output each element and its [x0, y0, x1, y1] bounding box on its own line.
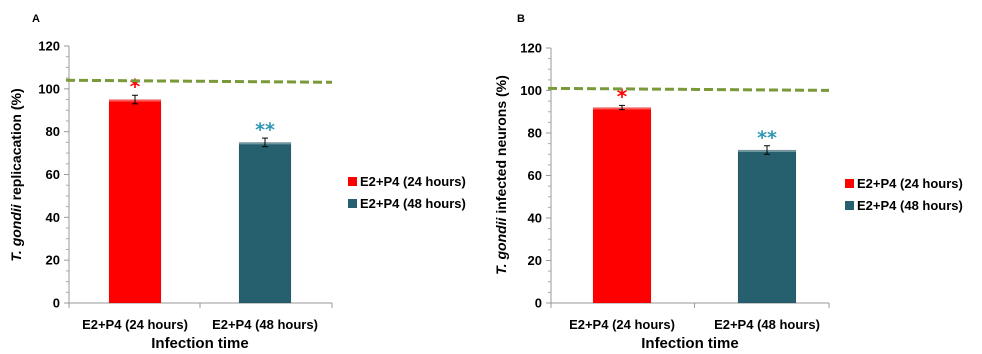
significance-marker: **	[757, 127, 777, 149]
y-tick-label: 60	[46, 167, 60, 182]
legend-swatch	[845, 179, 854, 188]
x-axis-title: Infection time	[641, 335, 739, 352]
panel-b: B 0 20 40 60 80 100 120 * E2+P4 (24 hours) ** E2+P4…	[493, 13, 963, 352]
y-tick-label: 0	[535, 296, 542, 311]
x-axis-title: Infection time	[151, 335, 249, 352]
bar	[238, 142, 292, 304]
legend-label: E2+P4 (24 hours)	[857, 176, 963, 191]
bar	[592, 107, 652, 304]
y-tick-label: 0	[53, 296, 60, 311]
y-axis-title-italic: T. gondii	[8, 203, 24, 261]
y-axis-title-italic: T. gondii	[493, 216, 509, 274]
category-label: E2+P4 (24 hours)	[569, 317, 675, 332]
y-axis-title-rest: infected neurons (%)	[493, 75, 509, 217]
y-tick-label: 80	[528, 126, 542, 141]
bar	[737, 149, 797, 304]
legend-label: E2+P4 (48 hours)	[360, 196, 466, 211]
bar	[108, 99, 162, 304]
y-tick-label: 20	[528, 253, 542, 268]
y-tick-label: 120	[520, 41, 542, 56]
reference-line	[65, 78, 333, 84]
panel-label: A	[32, 13, 40, 25]
significance-marker: *	[130, 74, 141, 98]
y-tick-label: 120	[38, 39, 60, 54]
y-tick-label: 100	[520, 83, 542, 98]
y-axis-title: T. gondii infected neurons (%)	[493, 75, 509, 275]
significance-marker: *	[617, 84, 628, 108]
y-tick-label: 20	[46, 253, 60, 268]
y-tick-label: 40	[46, 210, 60, 225]
y-tick-label: 60	[528, 168, 542, 183]
panel-a: A 0 20 40 60 80 100 120 * E2+P4 (24 hours) ** E2+P4…	[8, 13, 466, 352]
y-axis-title: T. gondii replicacation (%)	[8, 88, 24, 261]
y-tick-label: 40	[528, 211, 542, 226]
y-axis-title-rest: replicacation (%)	[8, 88, 24, 204]
legend-swatch	[845, 201, 854, 210]
y-tick-label: 80	[46, 124, 60, 139]
legend-swatch	[348, 177, 357, 186]
legend-label: E2+P4 (24 hours)	[360, 174, 466, 189]
reference-line	[547, 86, 830, 92]
y-tick-label: 100	[38, 81, 60, 96]
legend-swatch	[348, 199, 357, 208]
significance-marker: **	[255, 119, 275, 141]
category-label: E2+P4 (24 hours)	[82, 317, 188, 332]
legend-label: E2+P4 (48 hours)	[857, 198, 963, 213]
category-label: E2+P4 (48 hours)	[212, 317, 318, 332]
category-label: E2+P4 (48 hours)	[714, 317, 820, 332]
panel-label: B	[517, 13, 525, 25]
